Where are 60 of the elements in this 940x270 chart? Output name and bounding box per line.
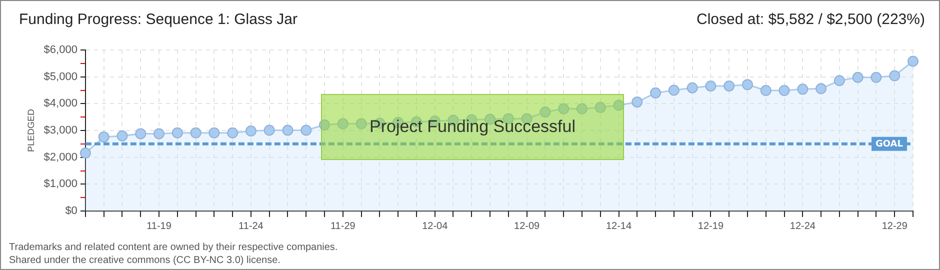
- text: Trademarks and related content are owned by their respective companies.: [9, 242, 338, 253]
- point: [613, 100, 624, 111]
- point: [870, 72, 882, 83]
- point: [576, 103, 588, 114]
- point: [724, 80, 735, 92]
- x-tick-label: 12-09: [514, 220, 540, 232]
- point: [540, 106, 551, 118]
- chart-subtitle: Closed at: $5,582 / $2,500 (223%): [696, 11, 925, 28]
- y-tick-label: $5,000: [44, 70, 78, 83]
- point: [337, 118, 348, 130]
- point: [705, 80, 716, 92]
- point: [778, 85, 790, 96]
- point: [632, 96, 643, 108]
- ref-line-label: GOAL: [876, 139, 904, 150]
- x-tick-label: 12-14: [606, 220, 632, 232]
- point: [686, 82, 698, 94]
- point: [908, 56, 918, 67]
- point: [208, 127, 220, 138]
- point: [594, 102, 606, 113]
- point: [816, 83, 827, 94]
- point: [154, 128, 165, 140]
- point: [300, 124, 312, 136]
- x-tick-label: 11-29: [330, 220, 356, 232]
- point: [80, 148, 91, 159]
- point: [668, 84, 680, 96]
- point: [834, 75, 845, 86]
- x-tick-label: 11-24: [238, 220, 264, 232]
- y-tick-label: $2,000: [44, 151, 78, 164]
- point: [797, 84, 808, 95]
- banner: Project Funding Successful: [321, 94, 624, 160]
- point: [742, 79, 753, 90]
- x-tick-label: 12-19: [698, 220, 724, 232]
- point: [264, 124, 275, 136]
- x-tick-label: 12-24: [790, 220, 816, 232]
- x-tick-label: 12-04: [422, 220, 448, 232]
- point: [245, 126, 256, 137]
- x-tick-label: 11-19: [146, 220, 172, 232]
- y-axis-title: PLEDGED: [26, 108, 36, 152]
- y-tick-label: $1,000: [44, 178, 78, 190]
- y-tick-label: $0: [65, 205, 78, 218]
- point: [650, 87, 662, 98]
- y-tick-label: $3,000: [44, 124, 78, 137]
- point: [135, 128, 146, 140]
- x-tick-label: 12-29: [882, 220, 908, 232]
- point: [558, 103, 570, 114]
- point: [319, 119, 330, 130]
- point: [760, 85, 772, 96]
- point: [227, 127, 238, 138]
- point: [889, 70, 900, 82]
- point: [282, 124, 294, 136]
- y-tick-label: $6,000: [44, 44, 78, 56]
- y-tick-label: $4,000: [44, 98, 78, 110]
- point: [190, 127, 202, 138]
- point: [172, 127, 183, 138]
- point: [116, 130, 128, 142]
- text: Shared under the creative commons (CC BY-NC 3.0) license.: [9, 255, 280, 266]
- chart-title: Funding Progress: Sequence 1: Glass Jar: [19, 11, 298, 28]
- point: [356, 118, 367, 130]
- point: [98, 131, 110, 142]
- point: [852, 72, 864, 83]
